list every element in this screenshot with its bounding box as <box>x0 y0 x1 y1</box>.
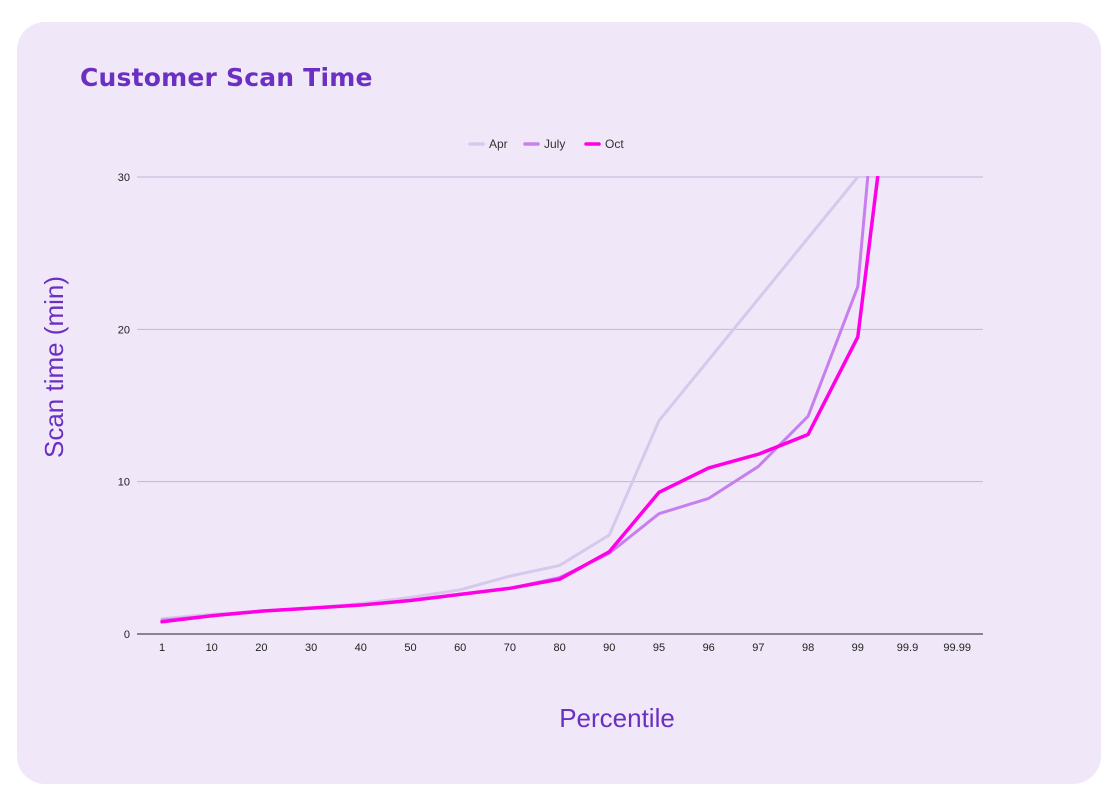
x-axis-title: Percentile <box>559 703 675 733</box>
series-lines <box>160 176 880 624</box>
x-tick-label: 80 <box>553 642 565 654</box>
legend-label: July <box>544 137 565 151</box>
y-tick-label: 20 <box>118 324 130 336</box>
legend-item-july: July <box>523 137 565 151</box>
x-tick-label: 99 <box>852 642 864 654</box>
series-line-oct <box>160 176 880 624</box>
x-tick-label: 97 <box>752 642 764 654</box>
y-tick-label: 10 <box>118 477 130 489</box>
x-tick-label: 60 <box>454 642 466 654</box>
legend-item-oct: Oct <box>584 137 624 151</box>
x-tick-label: 98 <box>802 642 814 654</box>
y-tick-label: 0 <box>124 629 130 641</box>
legend-label: Oct <box>605 137 624 151</box>
y-axis-ticks: 0 10 20 30 <box>118 172 130 641</box>
legend: Apr July Oct <box>468 137 624 151</box>
x-tick-label: 50 <box>404 642 416 654</box>
y-tick-label: 30 <box>118 172 130 184</box>
x-tick-label: 30 <box>305 642 317 654</box>
x-tick-label: 1 <box>159 642 165 654</box>
series-line-apr <box>160 176 860 621</box>
series-line-july <box>160 176 870 622</box>
y-axis-title: Scan time (min) <box>39 276 69 458</box>
chart-card <box>17 22 1101 784</box>
x-tick-label: 20 <box>255 642 267 654</box>
legend-label: Apr <box>489 137 508 151</box>
x-tick-label: 99.9 <box>897 642 918 654</box>
x-tick-label: 90 <box>603 642 615 654</box>
x-tick-label: 95 <box>653 642 665 654</box>
chart-title: Customer Scan Time <box>80 63 373 92</box>
x-tick-label: 10 <box>206 642 218 654</box>
x-tick-label: 40 <box>355 642 367 654</box>
x-axis-ticks: 1 10 20 30 40 50 60 70 80 90 95 96 97 98 99 99.9 99.99 <box>159 642 971 654</box>
x-tick-label: 99.99 <box>943 642 971 654</box>
x-tick-label: 70 <box>504 642 516 654</box>
x-tick-label: 96 <box>703 642 715 654</box>
legend-item-apr: Apr <box>468 137 508 151</box>
